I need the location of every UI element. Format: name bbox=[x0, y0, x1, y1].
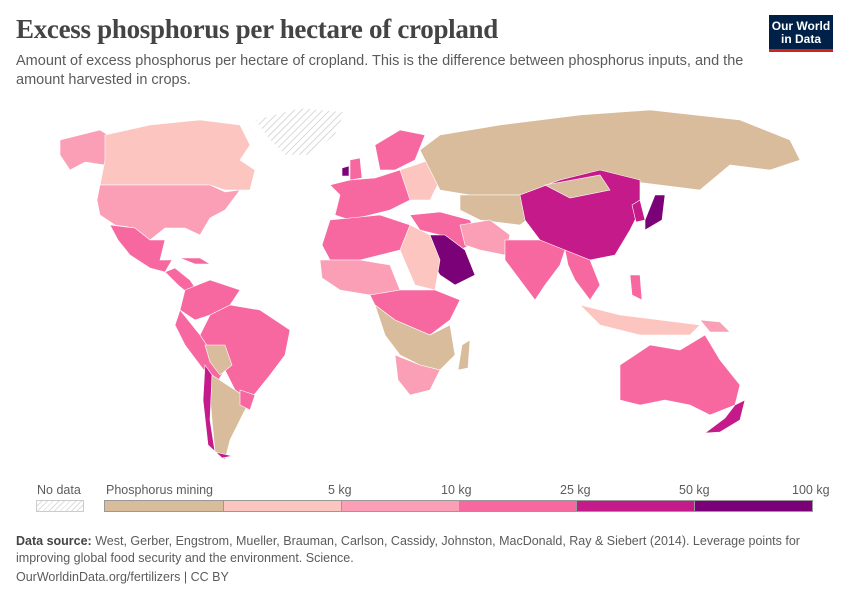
country-australia[interactable] bbox=[619, 334, 741, 416]
country-mongolia[interactable] bbox=[544, 174, 611, 199]
country-new-zealand[interactable] bbox=[704, 399, 746, 434]
legend: No data Phosphorus mining 5 kg 10 kg 25 … bbox=[0, 478, 850, 518]
country-europe-west[interactable] bbox=[329, 169, 421, 221]
country-southeast-asia[interactable] bbox=[564, 249, 601, 301]
country-greenland[interactable] bbox=[254, 107, 346, 156]
country-west-africa[interactable] bbox=[319, 259, 401, 296]
data-source: Data source: West, Gerber, Engstrom, Mue… bbox=[16, 533, 836, 567]
country-paraguay-uruguay[interactable] bbox=[239, 389, 256, 411]
legend-swatch-0[interactable] bbox=[104, 500, 224, 512]
country-ireland[interactable] bbox=[341, 165, 350, 177]
country-uk[interactable] bbox=[349, 157, 363, 181]
country-canada[interactable] bbox=[99, 119, 256, 191]
country-southern-africa[interactable] bbox=[374, 304, 456, 371]
owid-logo[interactable]: Our World in Data bbox=[769, 15, 833, 52]
legend-label-0: Phosphorus mining bbox=[106, 483, 214, 497]
legend-swatch-1[interactable] bbox=[223, 500, 342, 512]
legend-label-2: 10 kg bbox=[441, 483, 472, 497]
country-india[interactable] bbox=[504, 239, 566, 301]
country-iran-pakistan[interactable] bbox=[459, 219, 511, 256]
country-bolivia[interactable] bbox=[204, 344, 233, 376]
world-map[interactable] bbox=[0, 100, 850, 470]
legend-swatch-5[interactable] bbox=[694, 500, 813, 512]
page-subtitle: Amount of excess phosphorus per hectare … bbox=[16, 53, 744, 88]
source-text: West, Gerber, Engstrom, Mueller, Brauman… bbox=[16, 534, 800, 565]
legend-label-4: 50 kg bbox=[679, 483, 710, 497]
source-label: Data source: bbox=[16, 534, 92, 548]
country-scandinavia[interactable] bbox=[374, 129, 426, 171]
page-title: Excess phosphorus per hectare of croplan… bbox=[16, 14, 498, 44]
legend-swatch-2[interactable] bbox=[341, 500, 460, 512]
source-url-link[interactable]: OurWorldinData.org/fertilizers | CC BY bbox=[16, 570, 229, 584]
legend-label-5: 100 kg bbox=[792, 483, 830, 497]
country-usa[interactable] bbox=[96, 184, 241, 241]
legend-no-data-label: No data bbox=[37, 483, 81, 497]
legend-swatch-4[interactable] bbox=[576, 500, 695, 512]
country-china[interactable] bbox=[519, 169, 641, 261]
country-madagascar[interactable] bbox=[457, 339, 471, 371]
country-chile[interactable] bbox=[202, 364, 233, 459]
country-papua-new-guinea[interactable] bbox=[699, 319, 731, 333]
country-philippines[interactable] bbox=[629, 274, 643, 301]
country-japan[interactable] bbox=[644, 194, 666, 231]
country-cuba[interactable] bbox=[179, 257, 212, 265]
legend-label-3: 25 kg bbox=[560, 483, 591, 497]
legend-no-data-swatch[interactable] bbox=[36, 500, 84, 512]
legend-label-1: 5 kg bbox=[328, 483, 352, 497]
legend-swatch-3[interactable] bbox=[459, 500, 577, 512]
country-alaska[interactable] bbox=[59, 129, 109, 171]
country-south-africa[interactable] bbox=[394, 354, 441, 396]
country-indonesia[interactable] bbox=[579, 304, 701, 336]
country-mexico[interactable] bbox=[109, 224, 173, 273]
